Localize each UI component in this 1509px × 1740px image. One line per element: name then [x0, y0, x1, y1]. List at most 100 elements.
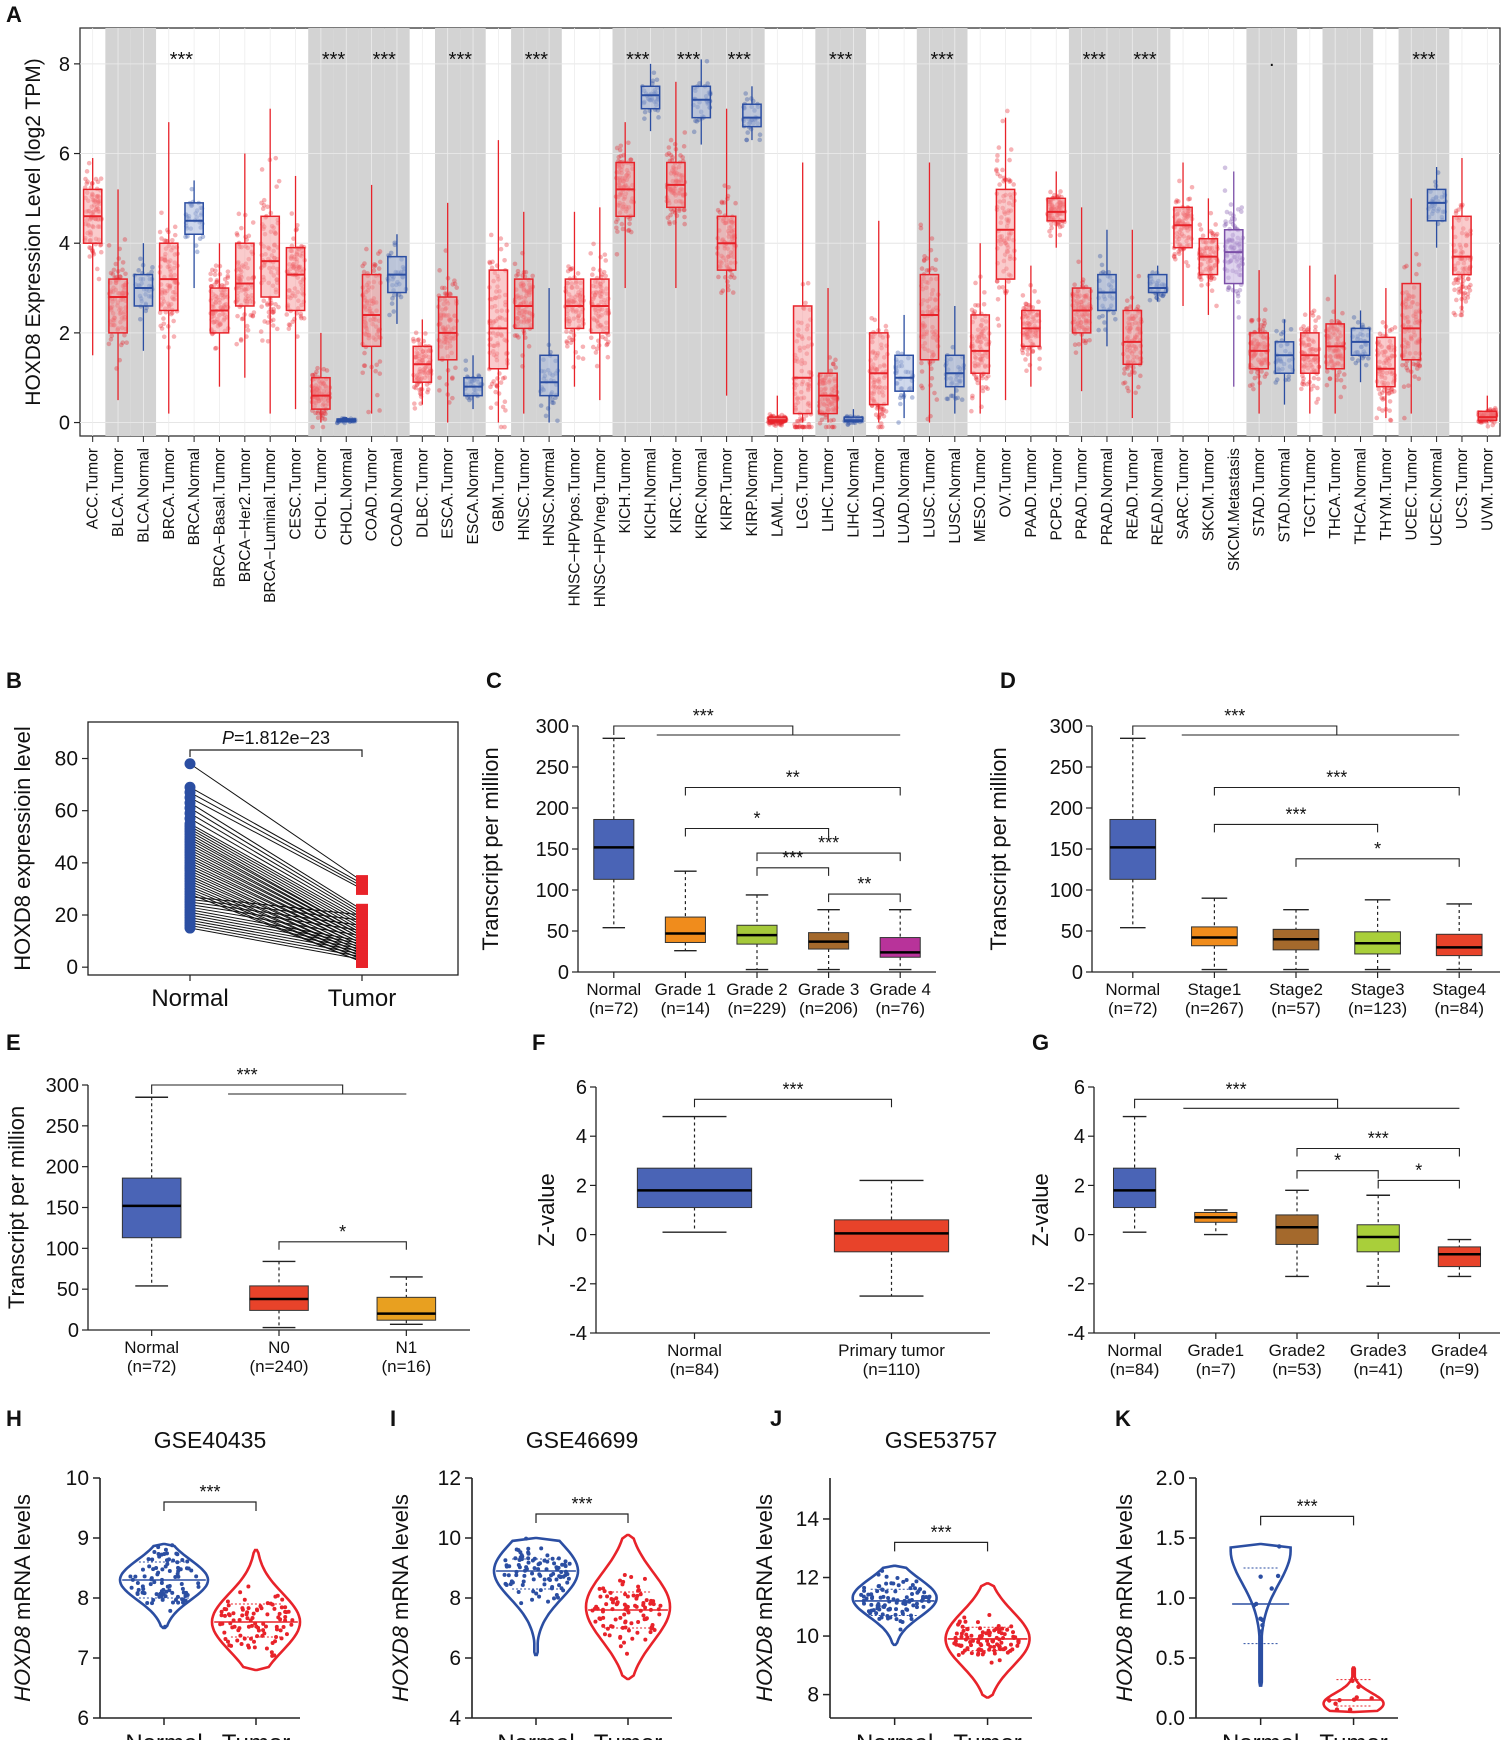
scatter-point [1299, 386, 1304, 392]
scatter-point [1037, 366, 1042, 371]
scatter-point [1126, 388, 1131, 394]
sig-bracket [1213, 786, 1460, 796]
scatter-point [138, 256, 143, 262]
scatter-point [1400, 362, 1405, 368]
scatter-point [794, 424, 800, 430]
scatter-point [321, 366, 327, 372]
box-body [833, 1219, 950, 1253]
scatter-point [794, 424, 800, 430]
scatter-point [876, 424, 881, 430]
scatter-point [1023, 304, 1029, 310]
box-body [919, 273, 940, 361]
scatter-point [1300, 373, 1305, 378]
scatter-point [1121, 381, 1126, 386]
scatter-point [729, 272, 735, 278]
scatter-point [744, 137, 749, 143]
scatter-point [1389, 327, 1395, 332]
scatter-point [538, 403, 544, 408]
scatter-point [879, 424, 885, 430]
sig-bracket [756, 852, 901, 862]
scatter-point [1224, 209, 1230, 215]
y-tick-label: 2 [59, 323, 70, 345]
scatter-point [1048, 189, 1053, 195]
scatter-point [681, 144, 687, 149]
x-tick-label: KIRC.Tumor [668, 448, 685, 534]
scatter-point [1127, 372, 1132, 378]
scatter-point [1099, 262, 1105, 268]
scatter-point [618, 143, 624, 149]
scatter-point [972, 309, 978, 314]
scatter-point [567, 335, 572, 340]
scatter-point [668, 212, 673, 218]
scatter-point [377, 359, 383, 364]
scatter-point [391, 292, 397, 298]
scatter-point [410, 336, 416, 342]
scatter-point [412, 406, 418, 411]
scatter-point [465, 395, 470, 400]
scatter-point [1008, 147, 1014, 152]
x-tick-label: HNSC−HPVneg.Tumor [592, 448, 609, 607]
scatter-point [773, 421, 779, 427]
sig-bracket [684, 786, 901, 796]
scatter-point [224, 280, 230, 286]
x-tick-label: STAD.Normal [1276, 448, 1293, 542]
scatter-point [1316, 315, 1321, 320]
scatter-point [423, 331, 428, 336]
scatter-point [106, 243, 112, 248]
scatter-point [500, 404, 506, 410]
scatter-point [668, 152, 674, 158]
scatter-point [222, 276, 228, 282]
x-tick-label: MESO.Tumor [972, 448, 989, 542]
scatter-point [830, 424, 836, 430]
scatter-point [312, 372, 318, 377]
scatter-point [933, 257, 939, 263]
scatter-point [730, 290, 736, 295]
sig-label: *** [818, 833, 839, 853]
y-tick-label: -2 [569, 1274, 587, 1296]
y-tick-label: -4 [569, 1323, 587, 1345]
scatter-point [744, 137, 749, 143]
scatter-point [725, 279, 730, 284]
scatter-point [1019, 347, 1025, 353]
scatter-point [284, 312, 290, 317]
scatter-point [995, 153, 1000, 158]
scatter-point [569, 266, 575, 271]
scatter-point [261, 197, 267, 203]
scatter-point [373, 368, 378, 374]
scatter-point [261, 298, 267, 304]
scatter-point [1189, 184, 1195, 190]
scatter-point [1376, 386, 1382, 392]
scatter-point [286, 326, 292, 332]
panel-label-j: J [770, 1406, 782, 1431]
scatter-point [619, 221, 625, 227]
y-tick-label: -4 [1067, 1323, 1085, 1345]
scatter-point [1197, 222, 1203, 228]
significance-label: *** [626, 49, 650, 71]
scatter-point [715, 207, 721, 213]
scatter-point [450, 395, 455, 401]
y-tick-label: 50 [1061, 921, 1083, 943]
x-tick-label: LUSC.Normal [947, 448, 964, 544]
box-body [539, 354, 559, 397]
scatter-point [565, 344, 570, 349]
scatter-point [919, 369, 925, 374]
scatter-point [588, 251, 594, 256]
scatter-point [588, 335, 594, 341]
scatter-point [117, 274, 123, 279]
y-tick-label: 4 [576, 1126, 587, 1148]
scatter-point [1056, 193, 1062, 199]
y-axis-title: Z-value [534, 1173, 559, 1246]
scatter-point [571, 364, 576, 370]
x-tick-label: Grade 2 [726, 980, 787, 999]
scatter-point [982, 290, 987, 295]
scatter-point [295, 222, 300, 228]
scatter-point [417, 341, 423, 347]
scatter-point [1200, 233, 1206, 239]
sig-label: * [1374, 839, 1381, 859]
scatter-point [392, 240, 398, 246]
scatter-point [161, 316, 166, 321]
scatter-point [1133, 390, 1138, 396]
scatter-point [918, 222, 924, 228]
box-body [108, 278, 128, 334]
